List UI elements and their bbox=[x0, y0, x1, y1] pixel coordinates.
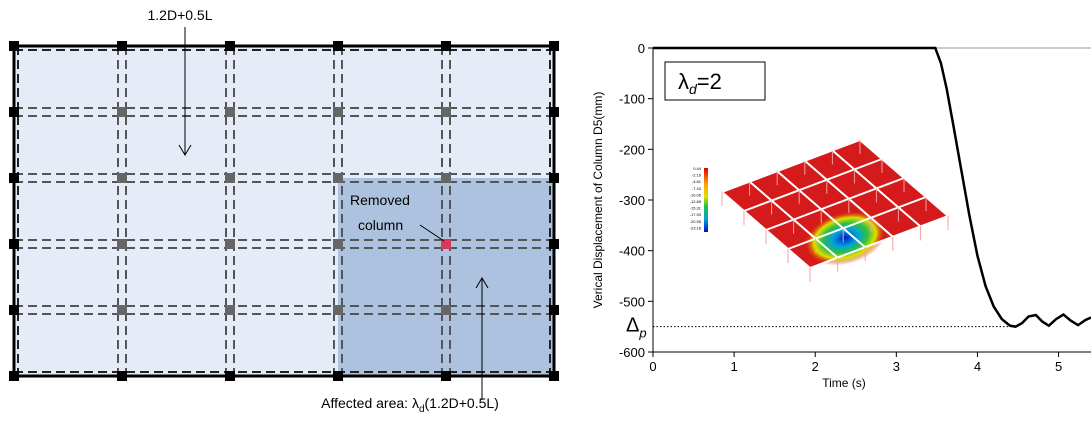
column bbox=[225, 107, 235, 117]
colorbar bbox=[704, 168, 708, 232]
column bbox=[117, 173, 127, 183]
delta-main: Δ bbox=[626, 315, 639, 337]
affected-label: Affected area: λd(1.2D+0.5L) bbox=[321, 395, 499, 415]
column bbox=[549, 305, 559, 315]
column bbox=[333, 239, 343, 249]
column bbox=[441, 173, 451, 183]
column bbox=[225, 371, 235, 381]
y-tick-label: -100 bbox=[619, 92, 645, 107]
colorbar-label: -15.31 bbox=[690, 206, 702, 211]
x-tick-label: 5 bbox=[1055, 359, 1062, 374]
x-tick-label: 1 bbox=[730, 359, 737, 374]
column bbox=[9, 41, 19, 51]
x-tick-label: 4 bbox=[974, 359, 981, 374]
column bbox=[333, 173, 343, 183]
y-tick-label: -500 bbox=[619, 294, 645, 309]
x-tick-label: 3 bbox=[893, 359, 900, 374]
column bbox=[549, 239, 559, 249]
delta-sub: p bbox=[638, 326, 646, 341]
y-tick-label: 0 bbox=[638, 41, 645, 56]
column bbox=[117, 239, 127, 249]
x-tick-label: 0 bbox=[649, 359, 656, 374]
column bbox=[225, 173, 235, 183]
floor-plan bbox=[9, 41, 559, 381]
column bbox=[9, 107, 19, 117]
column bbox=[441, 107, 451, 117]
affected-prefix: Affected area: λ bbox=[321, 395, 419, 411]
lambda-main: λ bbox=[678, 69, 689, 94]
column bbox=[549, 173, 559, 183]
figure: 1.2D+0.5L Removed column Affected area: … bbox=[0, 0, 1091, 416]
column bbox=[549, 371, 559, 381]
column bbox=[117, 107, 127, 117]
lambda-label: λd=2 bbox=[678, 69, 722, 97]
column bbox=[333, 41, 343, 51]
deformation-inset: 0.44 -2.16-4.81 -7.43-10.06 -12.68 -15.31-17… bbox=[690, 140, 948, 282]
column bbox=[549, 107, 559, 117]
y-axis-label: Verical Displacement of Column D5(mm) bbox=[591, 92, 605, 309]
column bbox=[441, 41, 451, 51]
colorbar-label: -10.06 bbox=[690, 192, 702, 197]
column bbox=[225, 305, 235, 315]
column bbox=[9, 305, 19, 315]
column bbox=[549, 41, 559, 51]
column bbox=[333, 305, 343, 315]
y-tick-label: -400 bbox=[619, 244, 645, 259]
y-tick-label: -600 bbox=[619, 345, 645, 360]
column bbox=[225, 41, 235, 51]
colorbar-label: -7.43 bbox=[692, 186, 702, 191]
colorbar-label: -23.18 bbox=[690, 225, 702, 230]
colorbar-label: -12.68 bbox=[690, 199, 702, 204]
colorbar-label: -2.16 bbox=[692, 173, 702, 178]
column bbox=[441, 305, 451, 315]
column bbox=[225, 239, 235, 249]
removed-line: Removed bbox=[350, 192, 410, 208]
affected-suffix: (1.2D+0.5L) bbox=[425, 395, 499, 411]
x-axis-label: Time (s) bbox=[822, 376, 866, 390]
y-tick-label: -300 bbox=[619, 193, 645, 208]
column bbox=[117, 371, 127, 381]
colorbar-label: -4.81 bbox=[692, 179, 702, 184]
y-tick-label: -200 bbox=[619, 142, 645, 157]
column bbox=[9, 239, 19, 249]
column bbox=[9, 173, 19, 183]
column bbox=[9, 371, 19, 381]
removed-line: column bbox=[358, 217, 403, 233]
column bbox=[117, 305, 127, 315]
delta-label: Δp bbox=[626, 315, 647, 341]
load-label: 1.2D+0.5L bbox=[148, 7, 213, 23]
column bbox=[441, 371, 451, 381]
lambda-suffix: =2 bbox=[697, 69, 722, 94]
colorbar-label: 0.44 bbox=[693, 166, 702, 171]
column bbox=[117, 41, 127, 51]
column bbox=[333, 371, 343, 381]
column bbox=[333, 107, 343, 117]
colorbar-label: -20.55 bbox=[690, 219, 702, 224]
colorbar-label: -17.93 bbox=[690, 212, 702, 217]
x-tick-label: 2 bbox=[812, 359, 819, 374]
